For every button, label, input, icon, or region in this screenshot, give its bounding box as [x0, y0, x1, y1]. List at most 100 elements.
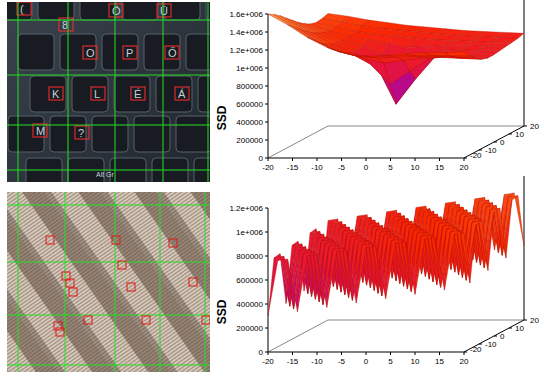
z-tick: [265, 140, 268, 141]
axes: [265, 176, 527, 355]
grid-line: [7, 262, 210, 263]
surface-cell: [268, 14, 294, 27]
key: [156, 76, 192, 112]
z-tick: [265, 352, 268, 353]
surface-cell: [325, 44, 351, 53]
surface-cell: [288, 25, 314, 40]
grid-line: [115, 192, 116, 372]
surface-cell: [444, 230, 460, 290]
keyboard-photo: (8ÖÜOPŐKLÉÁM?Alt Gr: [7, 2, 210, 182]
key: [114, 76, 150, 112]
feature-square: [118, 261, 126, 269]
surface: [268, 193, 524, 316]
key-label: P: [126, 47, 133, 59]
y-tick-label: 20: [530, 122, 539, 131]
key-label: ?: [78, 127, 84, 139]
y-tick: [524, 320, 527, 321]
key: [186, 34, 210, 70]
photo-background: [7, 192, 210, 372]
z-tick: [265, 68, 268, 69]
key: [38, 2, 74, 20]
surface-cell: [297, 252, 313, 312]
z-tick-label: 400000: [236, 300, 263, 309]
left-edge: [268, 126, 328, 158]
surface-cell: [454, 230, 470, 283]
z-tick: [265, 304, 268, 305]
feature-square: [66, 279, 74, 287]
z-tick: [265, 14, 268, 15]
key-label: Ő: [168, 46, 177, 59]
y-tick: [464, 352, 467, 353]
z-tick: [265, 280, 268, 281]
key: [18, 34, 54, 70]
feature-square: [56, 328, 64, 336]
z-tick: [265, 122, 268, 123]
x-tick-label: -15: [287, 163, 299, 172]
y-tick-label: 0: [500, 138, 505, 147]
surface-cell: [450, 56, 476, 58]
surface-cell: [307, 37, 333, 49]
surface-chart: -20-15-10-505101520-20-10010200200000400…: [215, 0, 539, 172]
feature-square: [127, 283, 135, 291]
x-tick-label: 0: [364, 163, 369, 172]
z-tick: [265, 256, 268, 257]
feature-square: [54, 322, 62, 330]
y-tick-label: 10: [515, 130, 524, 139]
z-tick-label: 600000: [236, 100, 263, 109]
z-tick: [265, 232, 268, 233]
x-tick-label: 10: [411, 357, 420, 366]
key: [60, 34, 96, 70]
feature-square: [49, 87, 63, 100]
surface-cell: [480, 47, 506, 51]
grid-line: [18, 2, 19, 182]
x-tick-label: -15: [287, 357, 299, 366]
feature-square: [142, 316, 150, 324]
z-axis-label: SSD: [215, 299, 229, 324]
grid-line: [7, 365, 210, 366]
x-tick-label: -5: [338, 357, 346, 366]
feature-square: [109, 4, 123, 17]
surface-cell: [268, 256, 284, 316]
back-vertical: [524, 0, 525, 126]
feature-square: [33, 124, 47, 137]
feature-square: [17, 2, 31, 15]
key-label: O: [86, 47, 95, 59]
x-tick: [292, 158, 293, 161]
x-tick-label: 5: [388, 357, 393, 366]
grid-line: [205, 192, 206, 372]
z-tick-label: 1.4e+006: [229, 28, 263, 37]
key-label: Ö: [112, 5, 121, 17]
x-tick: [292, 352, 293, 355]
photo-background: [7, 2, 210, 182]
feature-square: [157, 4, 171, 17]
key-label: Ü: [160, 5, 168, 17]
x-tick: [439, 158, 440, 161]
surface-cell: [444, 52, 470, 56]
surface: [268, 14, 524, 105]
z-tick-label: 1e+006: [236, 64, 263, 73]
feature-square: [75, 126, 89, 139]
y-tick: [509, 134, 512, 135]
key: [122, 2, 158, 20]
x-tick: [366, 158, 367, 161]
z-tick-label: 1e+006: [236, 228, 263, 237]
texture: [7, 192, 210, 372]
z-tick-label: 800000: [236, 252, 263, 261]
key-label: M: [36, 125, 45, 137]
x-tick-label: 15: [435, 357, 444, 366]
grid-line: [115, 2, 116, 182]
back-vertical: [524, 176, 525, 320]
key-label: É: [134, 88, 141, 100]
surface-cell: [492, 37, 518, 42]
y-tick: [494, 336, 497, 337]
surface-cell: [356, 243, 372, 303]
x-tick-label: -20: [262, 163, 274, 172]
figure: (8ÖÜOPŐKLÉÁM?Alt Gr-20-15-10-505101520-2…: [0, 0, 544, 382]
grid-line: [160, 192, 161, 372]
surface-chart: -20-15-10-505101520-20-10010200200000400…: [215, 176, 539, 366]
axes: [265, 0, 527, 161]
feature-square: [131, 87, 145, 100]
x-tick-label: -20: [262, 357, 274, 366]
feature-square: [112, 236, 120, 244]
surface-cell: [300, 29, 326, 44]
